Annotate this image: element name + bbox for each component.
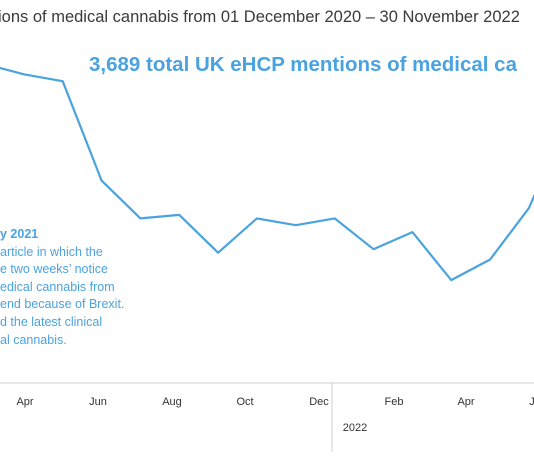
annotation-line: d the latest clinical	[0, 314, 103, 329]
x-tick-label: Feb	[385, 396, 404, 408]
data-point	[372, 248, 375, 250]
data-point	[139, 217, 142, 220]
x-tick-label: Dec	[309, 396, 329, 408]
data-point	[489, 258, 491, 261]
chart-subtitle: 3,689 total UK eHCP mentions of medical …	[89, 53, 517, 76]
series-points	[23, 73, 530, 281]
data-point	[61, 80, 64, 82]
data-point	[256, 217, 258, 220]
x-tick-label: J	[529, 396, 534, 408]
annotation-line: end because of Brexit.	[0, 297, 125, 312]
chart-annotation: y 2021 article in which the e two weeks’…	[0, 226, 200, 349]
x-tick-label: Oct	[236, 396, 253, 408]
data-point	[295, 224, 297, 226]
annotation-line: article in which the	[0, 244, 103, 259]
annotation-line: edical cannabis from	[0, 279, 115, 294]
x-tick-label: Apr	[457, 396, 474, 408]
year-label: 2022	[343, 422, 367, 434]
chart-title: ions of medical cannabis from 01 Decembe…	[0, 8, 520, 26]
data-point	[23, 73, 25, 76]
x-tick-label: Aug	[162, 396, 182, 408]
data-point	[100, 179, 103, 182]
x-tick-label: Apr	[16, 396, 33, 408]
data-point	[450, 279, 453, 281]
data-point	[178, 214, 181, 216]
data-point	[411, 231, 414, 233]
annotation-line: al cannabis.	[0, 332, 67, 347]
annotation-line: e two weeks’ notice	[0, 262, 108, 277]
data-point	[217, 251, 219, 254]
annotation-heading: y 2021	[0, 227, 39, 241]
series-line	[0, 66, 534, 282]
data-point	[333, 217, 336, 220]
data-point	[528, 207, 530, 209]
x-axis-ticks: Apr Jun Aug Oct Dec Feb Apr J	[16, 396, 534, 408]
x-tick-label: Jun	[89, 396, 107, 408]
